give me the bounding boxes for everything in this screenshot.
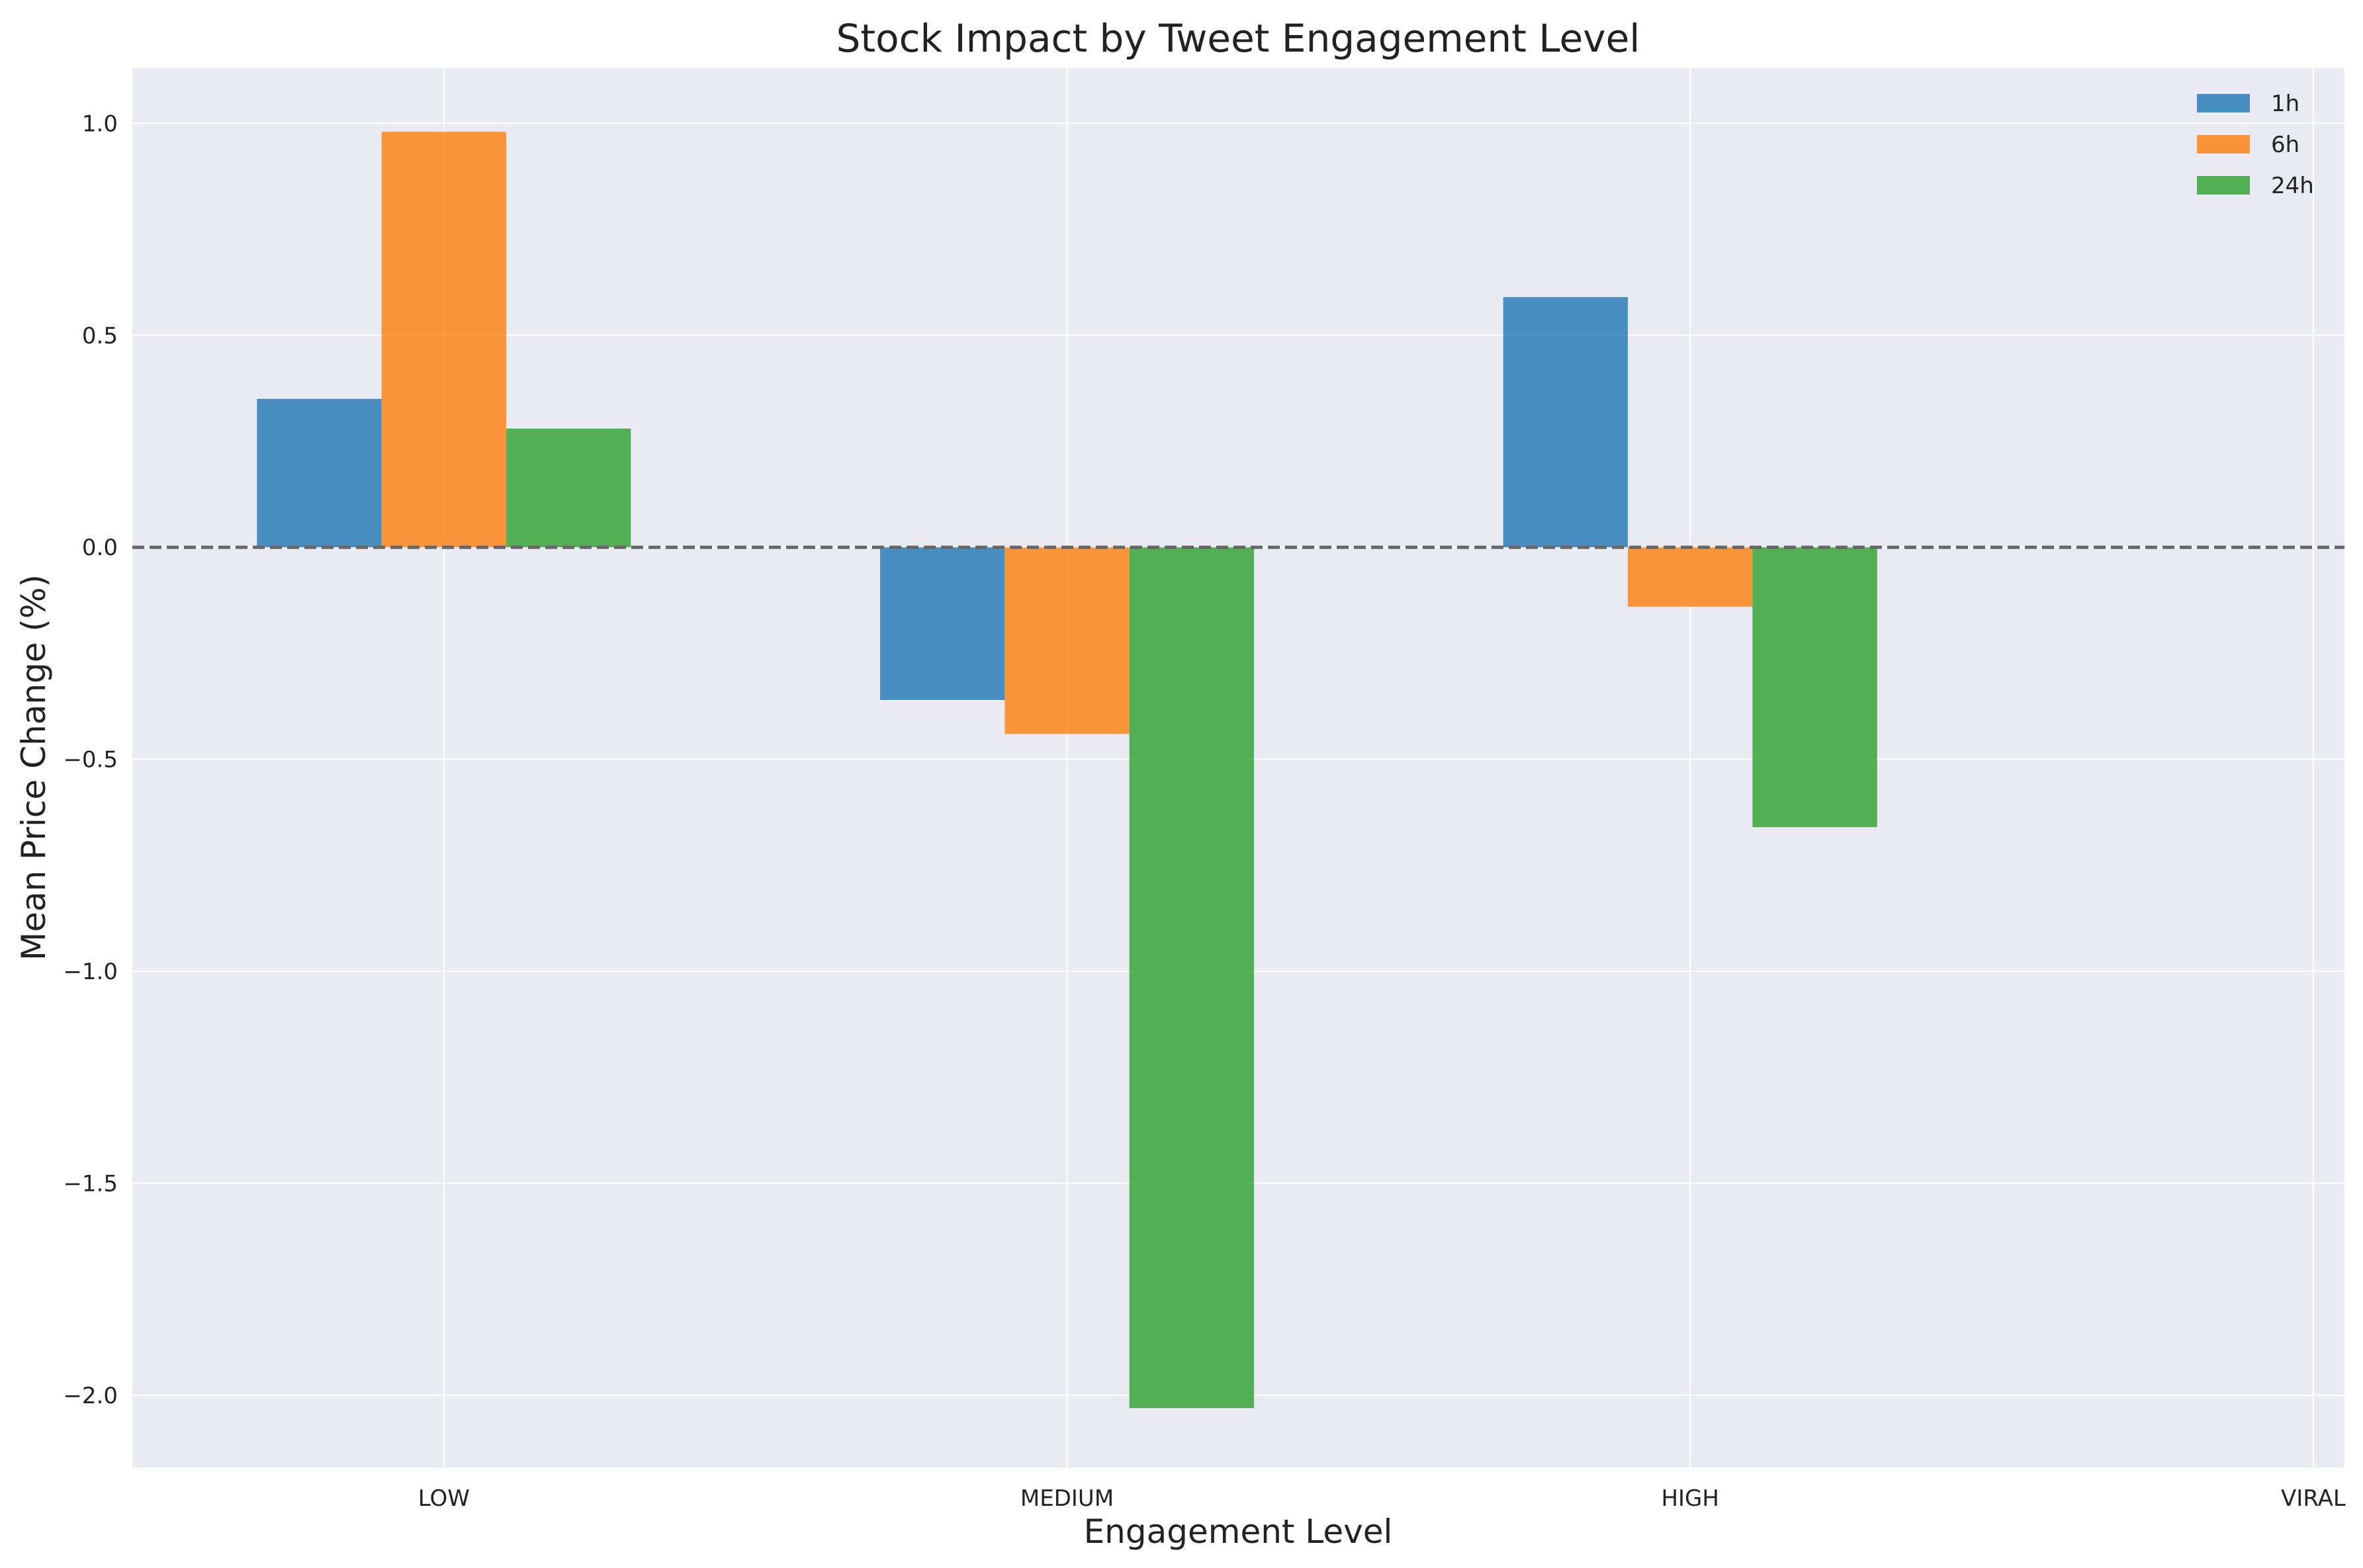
y-tick-labels: 1.0 0.5 0.0 −0.5 −1.0 −1.5 −2.0 [63,110,118,1409]
y-tick-label: 0.0 [82,535,118,561]
legend: 1h 6h 24h [2197,91,2314,199]
bar-1h-low [257,398,382,548]
y-tick-label: −1.0 [63,959,118,985]
bar-6h-high [1628,547,1753,607]
bar-6h-medium [1004,547,1130,734]
bars [257,132,1877,1409]
bar-24h-low [506,428,631,548]
legend-swatch-1h [2197,94,2250,112]
bar-1h-high [1503,297,1628,548]
y-tick-label: 0.5 [82,323,118,349]
legend-label-24h: 24h [2271,173,2314,199]
legend-label-1h: 1h [2271,91,2299,117]
bar-24h-high [1752,547,1877,828]
legend-label-6h: 6h [2271,132,2299,158]
y-tick-label: −1.5 [63,1171,118,1198]
x-tick-label: VIRAL [2281,1485,2346,1512]
y-tick-label: −0.5 [63,747,118,773]
x-tick-label: LOW [418,1485,470,1512]
x-axis-title: Engagement Level [1084,1512,1393,1551]
y-tick-label: 1.0 [82,110,118,137]
bar-1h-medium [880,547,1005,700]
bar-24h-medium [1129,547,1255,1409]
y-axis-title: Mean Price Change (%) [15,574,53,961]
bar-6h-low [381,132,507,548]
chart-title: Stock Impact by Tweet Engagement Level [836,16,1640,61]
legend-swatch-6h [2197,135,2250,153]
y-tick-label: −2.0 [63,1383,118,1409]
x-tick-label: HIGH [1661,1485,1719,1512]
x-tick-labels: LOW MEDIUM HIGH VIRAL [418,1485,2346,1512]
x-tick-label: MEDIUM [1020,1485,1114,1512]
legend-swatch-24h [2197,176,2250,195]
